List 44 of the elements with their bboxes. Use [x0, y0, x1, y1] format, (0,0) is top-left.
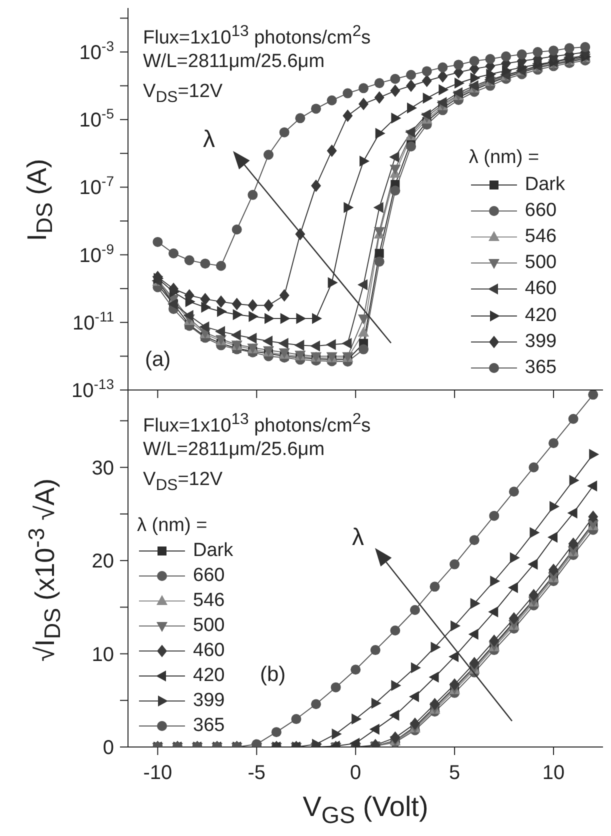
annotation: W/L=2811μm/25.6μm: [143, 50, 325, 74]
x-tick-label: -10: [143, 762, 172, 784]
y-tick-label: 10$^{-5}$: [79, 106, 114, 132]
annotation: Flux=1x10$^{13}$ photons/cm$^{2}$s: [143, 23, 371, 48]
x-tick-label: 5: [449, 762, 460, 784]
x-axis-title: V$_{GS}$ (Volt): [302, 791, 428, 829]
legend-label: 500: [524, 252, 557, 274]
y-tick-label: 30: [92, 457, 114, 480]
y-tick-label: 20: [92, 550, 114, 573]
x-tick-label: -5: [248, 762, 266, 784]
y-tick-label: 10$^{-9}$: [79, 240, 114, 267]
legend-label: 460: [524, 278, 557, 300]
annotation: (b): [260, 662, 286, 688]
annotation: W/L=2811μm/25.6μm: [143, 438, 325, 462]
annotation: λ: [203, 125, 215, 155]
legend-label: 546: [524, 226, 557, 248]
y-tick-label: 10$^{-7}$: [79, 173, 114, 200]
y-tick-label: 10$^{-3}$: [79, 38, 114, 64]
legend-label: 420: [193, 664, 225, 686]
annotation: (a): [145, 347, 171, 373]
y-tick-label: 10: [92, 644, 114, 666]
x-tick-label: 10: [542, 762, 565, 784]
legend-label: 365: [193, 714, 225, 736]
x-tick-label: 0: [350, 762, 362, 784]
legend-label: 399: [524, 330, 557, 353]
legend-label: Dark: [524, 174, 565, 196]
legend-label: 460: [193, 640, 225, 662]
annotation: V$_{DS}$=12V: [143, 80, 223, 108]
legend-title: λ (nm) =: [468, 146, 540, 170]
legend-title: λ (nm) =: [137, 514, 208, 538]
legend-label: 660: [193, 564, 225, 586]
annotation: λ: [352, 523, 364, 553]
legend-label: 660: [524, 200, 557, 222]
legend-label: 546: [193, 590, 225, 612]
y-tick-label: 0: [102, 737, 114, 759]
legend-label: 399: [193, 690, 225, 712]
annotation: V$_{DS}$=12V: [143, 468, 223, 496]
legend-label: 365: [524, 356, 557, 379]
legend-label: 500: [193, 614, 225, 636]
legend-label: Dark: [193, 540, 234, 562]
annotation: Flux=1x10$^{13}$ photons/cm$^{2}$s: [143, 411, 371, 436]
legend-label: 420: [524, 304, 557, 327]
y-tick-label: 10$^{-13}$: [72, 376, 114, 402]
y-tick-label: 10$^{-11}$: [72, 308, 114, 334]
